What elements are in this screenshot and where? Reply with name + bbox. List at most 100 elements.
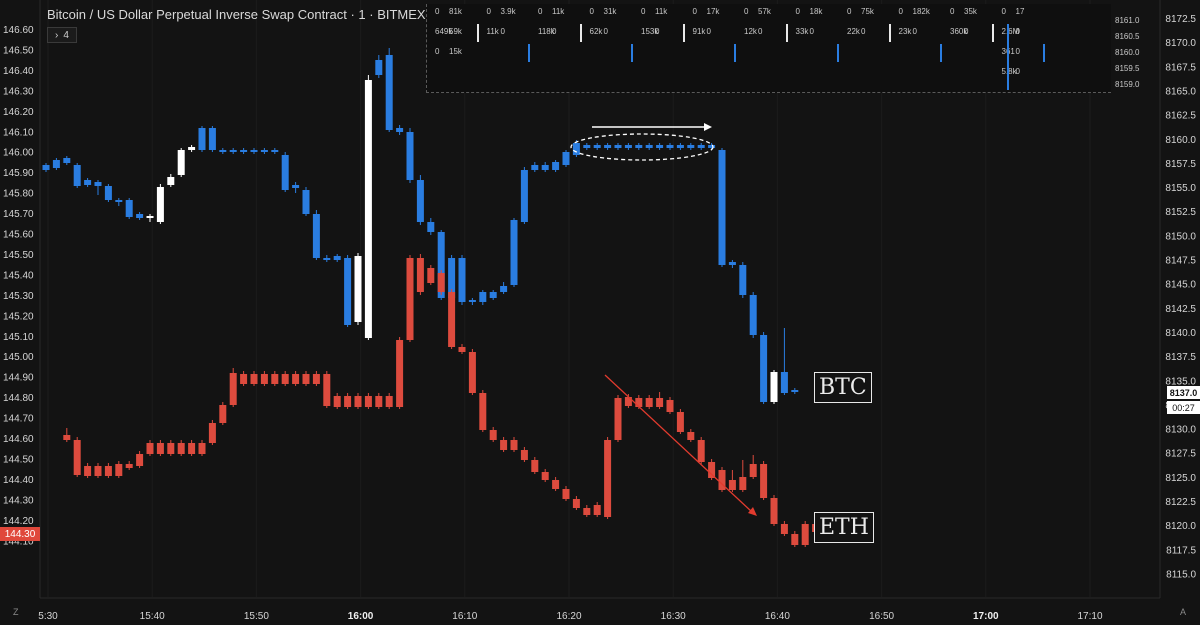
- eth-candle: [84, 463, 92, 478]
- btc-candle: [791, 388, 799, 394]
- btc-candle: [749, 292, 757, 338]
- btc-current-price-tag: 8137.0: [1167, 386, 1200, 399]
- eth-candle: [188, 440, 196, 456]
- btc-candle: [624, 143, 632, 150]
- volume-value: 0: [552, 27, 557, 36]
- eth-candle: [292, 371, 300, 386]
- eth-current-price-tag: 144.30: [0, 527, 40, 541]
- eth-candle: [500, 437, 508, 452]
- red-arrow-line: [604, 374, 753, 513]
- btc-candle: [427, 218, 435, 235]
- eth-candle: [437, 270, 445, 295]
- right-axis-tick: 8162.5: [1165, 111, 1196, 122]
- btc-label: BTC: [814, 372, 872, 403]
- volume-value: 22k: [847, 27, 860, 36]
- eth-candle: [156, 440, 164, 456]
- eth-candle: [687, 429, 695, 442]
- right-axis-corner-label[interactable]: A: [1180, 607, 1187, 617]
- btc-candle: [42, 163, 50, 172]
- eth-candle: [780, 521, 788, 536]
- indicator-toggle-button[interactable]: › 4: [47, 27, 77, 43]
- btc-candle: [281, 152, 289, 192]
- volume-value: 0: [861, 27, 866, 36]
- left-axis-tick: 146.40: [3, 66, 34, 77]
- eth-candle: [208, 420, 216, 445]
- left-axis-tick: 146.60: [3, 25, 34, 36]
- eth-candle: [94, 463, 102, 478]
- volume-bar: [579, 24, 582, 42]
- volume-value: 2.6M: [1001, 27, 1020, 36]
- eth-candle: [562, 486, 570, 501]
- volume-value: 0: [847, 7, 852, 16]
- volume-panel-price-tick: 8159.0: [1115, 80, 1140, 89]
- left-axis-corner-label[interactable]: Z: [13, 607, 19, 617]
- btc-candle: [645, 143, 653, 150]
- volume-panel-price-tick: 8161.0: [1115, 16, 1140, 25]
- volume-value: 12k: [744, 27, 757, 36]
- right-axis-tick: 8170.0: [1165, 38, 1196, 49]
- btc-candle: [302, 187, 310, 216]
- left-axis-tick: 145.10: [3, 332, 34, 343]
- volume-value: 0: [1015, 47, 1020, 56]
- btc-candle: [156, 184, 164, 224]
- eth-candle: [676, 409, 684, 434]
- volume-value: 153k: [641, 27, 659, 36]
- eth-candle: [614, 395, 622, 442]
- btc-candle: [104, 184, 112, 202]
- btc-candle: [541, 162, 549, 172]
- btc-candle: [94, 180, 102, 195]
- axes: 8172.5 8170.0 8167.5 8165.0 8162.5 8160.0 8157…: [3, 0, 1196, 622]
- volume-value: 18k: [809, 7, 823, 16]
- eth-candle: [240, 371, 248, 386]
- eth-candle: [510, 437, 518, 452]
- candle-countdown-tag: 00:27: [1167, 401, 1200, 414]
- volume-value: 0: [603, 27, 608, 36]
- eth-candle: [427, 265, 435, 285]
- eth-candle: [645, 395, 653, 409]
- eth-candle: [385, 393, 393, 409]
- left-axis-tick: 145.50: [3, 250, 34, 261]
- right-axis-tick: 8120.0: [1165, 521, 1196, 532]
- volume-value: 0: [964, 27, 969, 36]
- left-axis-tick: 145.00: [3, 352, 34, 363]
- eth-candle: [323, 371, 331, 408]
- volume-bar: [888, 24, 891, 42]
- chart-title[interactable]: Bitcoin / US Dollar Perpetual Inverse Sw…: [47, 7, 426, 22]
- btc-candle: [552, 160, 560, 172]
- eth-candle: [198, 440, 206, 456]
- eth-candle: [281, 371, 289, 386]
- right-axis-tick: 8127.5: [1165, 449, 1196, 460]
- volume-value: 360k: [950, 27, 968, 36]
- left-axis-tick: 144.40: [3, 475, 34, 486]
- volume-bar: [734, 44, 736, 62]
- right-axis-tick: 8142.5: [1165, 304, 1196, 315]
- time-axis-tick: 5:30: [38, 611, 58, 622]
- right-axis-tick: 8135.0: [1165, 376, 1196, 387]
- btc-candle: [344, 255, 352, 327]
- right-axis-tick: 8145.0: [1165, 280, 1196, 291]
- volume-value: 0: [898, 7, 903, 16]
- volume-bar: [631, 44, 633, 62]
- btc-candle: [489, 290, 497, 300]
- volume-value: 75k: [861, 7, 874, 16]
- right-axis-tick: 8137.5: [1165, 352, 1196, 363]
- volume-value: 0: [1015, 67, 1020, 76]
- eth-candle: [250, 371, 258, 386]
- btc-candle: [635, 143, 643, 150]
- volume-value: 0: [692, 7, 697, 16]
- time-axis-tick: 17:10: [1077, 611, 1102, 622]
- volume-value: 0: [950, 7, 955, 16]
- eth-candle: [697, 437, 705, 464]
- volume-panel-price-tick: 8160.0: [1115, 48, 1140, 57]
- volume-value: 33k: [795, 27, 809, 36]
- btc-candle: [531, 162, 539, 172]
- left-axis-tick: 144.50: [3, 454, 34, 465]
- left-axis-tick: 145.40: [3, 270, 34, 281]
- eth-candle: [271, 371, 279, 386]
- red-arrow-head: [748, 507, 757, 516]
- volume-value: 0: [655, 27, 660, 36]
- btc-candle: [500, 282, 508, 294]
- left-axis-tick: 145.80: [3, 189, 34, 200]
- eth-candle: [760, 461, 768, 500]
